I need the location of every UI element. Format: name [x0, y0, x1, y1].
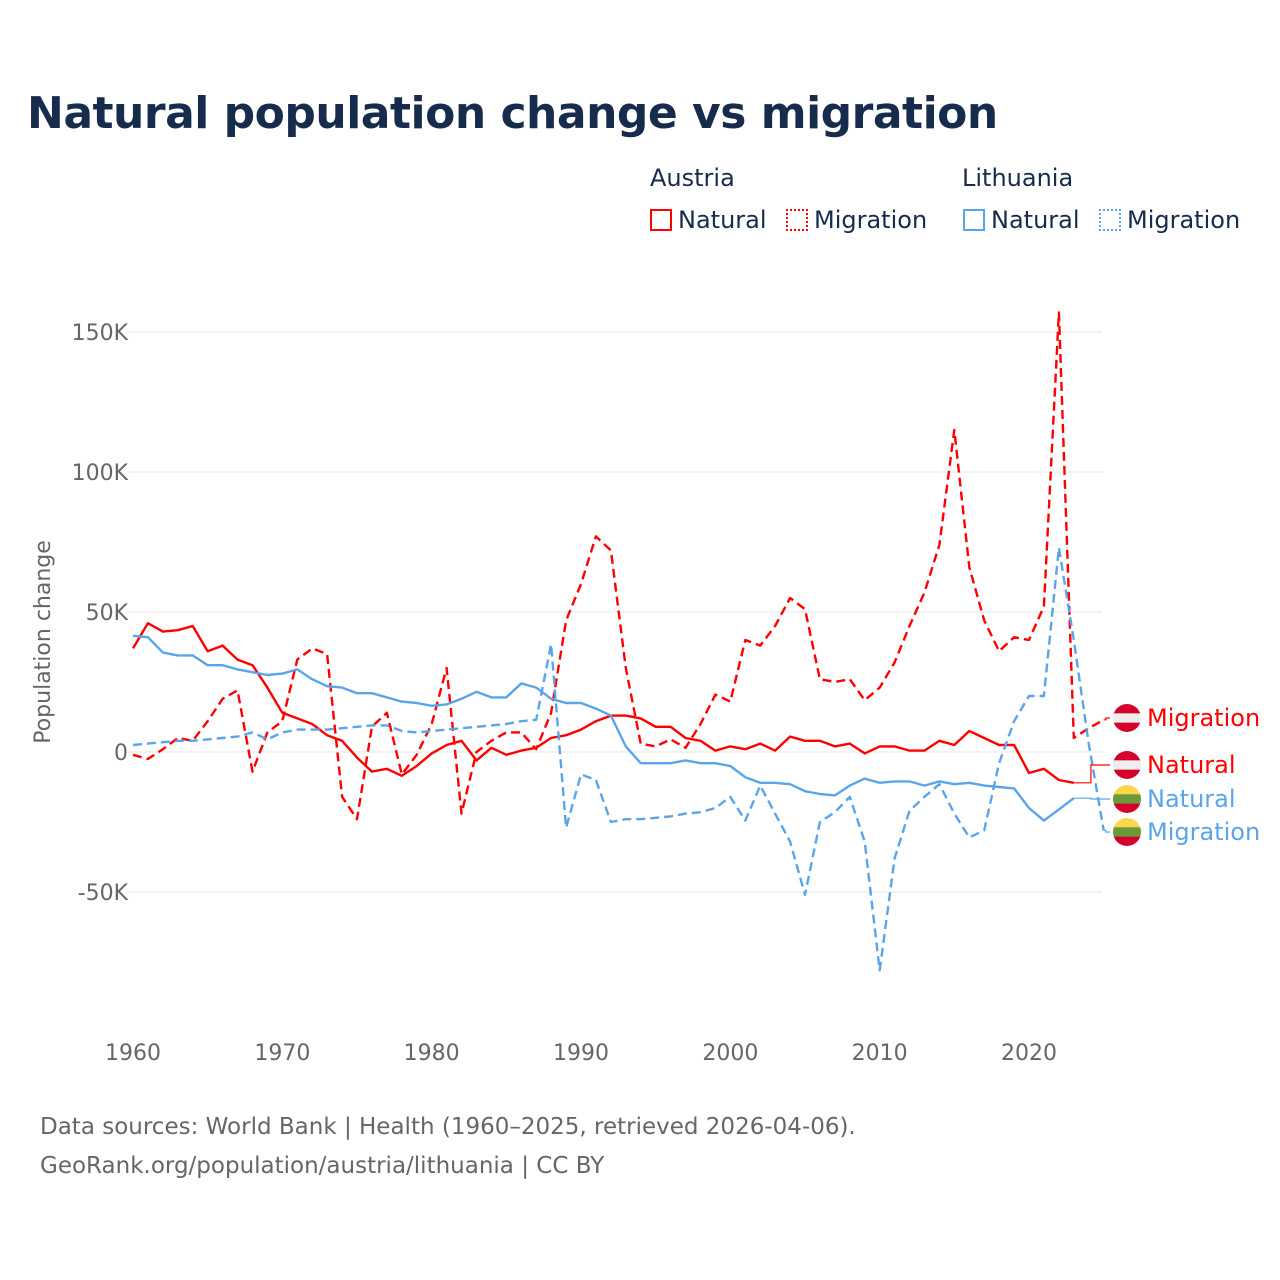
series-end-label: Natural [1147, 751, 1236, 779]
legend-group-austria: Austria [650, 164, 735, 192]
austria-flag-icon [1113, 704, 1141, 732]
label-connector [1073, 764, 1110, 784]
dashed-swatch-icon [1099, 209, 1121, 231]
label-connector [1103, 717, 1110, 721]
y-tick-label: -50K [78, 881, 129, 906]
y-tick-label: 0 [114, 741, 128, 766]
series-end-label: Migration [1147, 818, 1260, 846]
y-tick-label: 100K [72, 461, 129, 486]
label-connector [1073, 797, 1110, 800]
legend-austria-migration[interactable]: Migration [786, 206, 927, 234]
source-note: Data sources: World Bank | Health (1960–… [40, 1114, 856, 1140]
y-tick-label: 50K [86, 601, 129, 626]
lithuania-flag-icon [1113, 818, 1141, 846]
x-tick-label: 1970 [254, 1041, 310, 1066]
legend-label: Migration [1127, 206, 1241, 234]
label-connector [1103, 829, 1110, 833]
series-line-lithuania-natural[interactable] [132, 634, 1075, 822]
austria-flag-icon [1113, 751, 1141, 779]
chart-title: Natural population change vs migration [27, 88, 998, 139]
lithuania-flag-icon [1113, 785, 1141, 813]
y-axis-label: Population change [31, 540, 56, 744]
legend-label: Natural [991, 206, 1080, 234]
x-tick-label: 2010 [852, 1041, 908, 1066]
legend-austria-natural[interactable]: Natural [650, 206, 767, 234]
x-tick-label: 1980 [404, 1041, 460, 1066]
solid-swatch-icon [963, 209, 985, 231]
legend-lithuania-natural[interactable]: Natural [963, 206, 1080, 234]
solid-swatch-icon [650, 209, 672, 231]
legend-lithuania-migration[interactable]: Migration [1099, 206, 1240, 234]
x-tick-label: 2020 [1001, 1041, 1057, 1066]
legend-label: Migration [814, 206, 928, 234]
series-line-austria-natural[interactable] [131, 622, 1075, 784]
series-end-label: Migration [1147, 704, 1260, 732]
footer: Data sources: World Bank | Health (1960–… [40, 1108, 856, 1186]
y-tick-label: 150K [72, 321, 129, 346]
legend-label: Natural [678, 206, 767, 234]
x-tick-label: 2000 [702, 1041, 758, 1066]
dashed-swatch-icon [786, 209, 808, 231]
legend-group-lithuania: Lithuania [962, 164, 1074, 192]
series-line-austria-migration[interactable] [132, 311, 1105, 821]
x-tick-label: 1960 [105, 1041, 161, 1066]
series-end-label: Natural [1147, 785, 1236, 813]
x-tick-label: 1990 [553, 1041, 609, 1066]
attribution-link[interactable]: GeoRank.org/population/austria/lithuania… [40, 1153, 605, 1179]
